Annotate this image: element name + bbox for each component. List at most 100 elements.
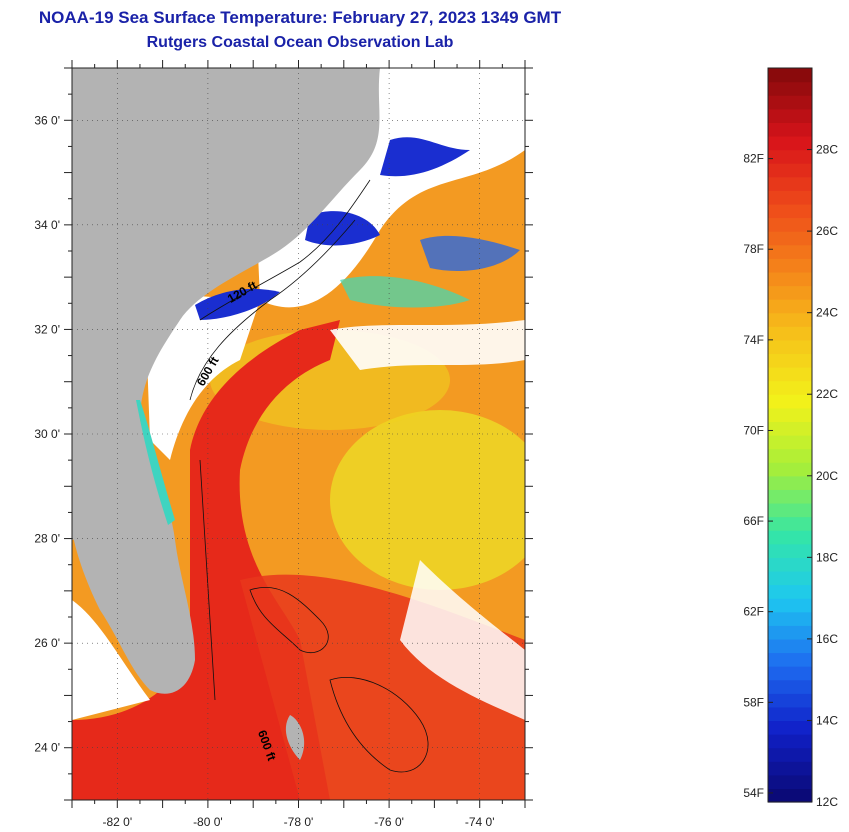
colorbar-step bbox=[768, 244, 812, 259]
colorbar-step bbox=[768, 135, 812, 151]
colorbar-step bbox=[768, 380, 812, 395]
fahrenheit-label: 58F bbox=[743, 695, 764, 709]
celsius-label: 22C bbox=[816, 387, 838, 401]
colorbar-step bbox=[768, 747, 812, 762]
cool-water-5 bbox=[340, 276, 470, 308]
lat-label: 28 0' bbox=[34, 532, 60, 546]
celsius-label: 26C bbox=[816, 224, 838, 238]
fahrenheit-label: 62F bbox=[743, 605, 764, 619]
contour-bahamas bbox=[249, 586, 329, 653]
lat-label: 32 0' bbox=[34, 322, 60, 336]
latitude-labels: 36 0' 34 0' 32 0' 30 0' 28 0' 26 0' 24 0' bbox=[34, 113, 60, 754]
fahrenheit-label: 54F bbox=[743, 786, 764, 800]
colorbar-step bbox=[768, 312, 812, 327]
colorbar-step bbox=[768, 163, 812, 178]
contour-600ft bbox=[189, 219, 356, 401]
colorbar-step bbox=[768, 774, 812, 790]
colorbar-step bbox=[768, 652, 812, 667]
coastal-cool-strip bbox=[136, 400, 175, 525]
map-title: NOAA-19 Sea Surface Temperature: Februar… bbox=[38, 8, 562, 27]
lat-label: 34 0' bbox=[34, 218, 60, 232]
colorbar-step bbox=[768, 679, 812, 694]
colorbar-step bbox=[768, 95, 812, 110]
celsius-label: 24C bbox=[816, 306, 838, 320]
colorbar-step bbox=[768, 638, 812, 654]
contour-florida bbox=[199, 459, 216, 701]
cold-water-2 bbox=[305, 211, 380, 246]
colorbar-step bbox=[768, 190, 812, 205]
colorbar-step bbox=[768, 122, 812, 137]
yellow-water-patch bbox=[330, 410, 525, 590]
colorbar-step bbox=[768, 299, 812, 314]
colorbar-step bbox=[768, 407, 812, 423]
colorbar-step bbox=[768, 421, 812, 436]
colorbar-step bbox=[768, 584, 812, 599]
fahrenheit-label: 66F bbox=[743, 514, 764, 528]
colorbar-step bbox=[768, 706, 812, 722]
colorbar-step bbox=[768, 326, 812, 341]
colorbar-step bbox=[768, 176, 812, 191]
colorbar-step bbox=[768, 516, 812, 531]
colorbar-step bbox=[768, 108, 812, 123]
colorbar-step bbox=[768, 285, 812, 300]
colorbar-step bbox=[768, 502, 812, 518]
colorbar-step bbox=[768, 693, 812, 708]
colorbar-step bbox=[768, 611, 812, 626]
celsius-labels: 28C 26C 24C 22C 20C 18C 16C 14C 12C bbox=[807, 143, 838, 809]
colorbar-step bbox=[768, 666, 812, 681]
map-ticks bbox=[64, 60, 533, 808]
colorbar-step bbox=[768, 530, 812, 545]
colorbar-step bbox=[768, 734, 812, 749]
contour-120ft bbox=[199, 179, 371, 321]
colorbar-step bbox=[768, 149, 812, 164]
land-island bbox=[285, 715, 305, 760]
colorbar-step bbox=[768, 353, 812, 368]
colorbar-step bbox=[768, 543, 812, 558]
cold-water-3 bbox=[195, 288, 280, 320]
colorbar: 28C 26C 24C 22C 20C 18C 16C 14C 12C 82F 78F 74F 70F… bbox=[743, 67, 838, 809]
colorbar-step bbox=[768, 258, 812, 273]
lon-label: -82 0' bbox=[102, 815, 132, 829]
land-west bbox=[72, 498, 95, 540]
lat-label: 24 0' bbox=[34, 741, 60, 755]
celsius-label: 16C bbox=[816, 632, 838, 646]
colorbar-ramp bbox=[768, 68, 812, 803]
cloud-band bbox=[330, 320, 525, 370]
celsius-label: 28C bbox=[816, 143, 838, 157]
colorbar-step bbox=[768, 788, 812, 803]
fahrenheit-labels: 82F 78F 74F 70F 66F 62F 58F 54F bbox=[743, 152, 773, 800]
colorbar-step bbox=[768, 367, 812, 382]
colorbar-step bbox=[768, 271, 812, 287]
cloud-keys bbox=[72, 600, 150, 720]
colorbar-step bbox=[768, 68, 812, 83]
fahrenheit-label: 82F bbox=[743, 152, 764, 166]
longitude-labels: -82 0' -80 0' -78 0' -76 0' -74 0' bbox=[102, 815, 494, 829]
colorbar-step bbox=[768, 339, 812, 355]
cloud-coast bbox=[145, 295, 260, 460]
fahrenheit-label: 74F bbox=[743, 333, 764, 347]
lon-label: -74 0' bbox=[465, 815, 495, 829]
cold-water-1 bbox=[380, 137, 470, 177]
lat-label: 26 0' bbox=[34, 636, 60, 650]
map-subtitle: Rutgers Coastal Ocean Observation Lab bbox=[146, 34, 454, 51]
fahrenheit-label: 70F bbox=[743, 423, 764, 437]
colorbar-step bbox=[768, 720, 812, 735]
lon-label: -76 0' bbox=[374, 815, 404, 829]
colorbar-step bbox=[768, 475, 812, 490]
colorbar-step bbox=[768, 625, 812, 640]
colorbar-step bbox=[768, 462, 812, 477]
contour-bahamas-2 bbox=[329, 677, 429, 773]
colorbar-step bbox=[768, 570, 812, 586]
lon-label: -80 0' bbox=[193, 815, 223, 829]
celsius-label: 14C bbox=[816, 713, 838, 727]
celsius-label: 20C bbox=[816, 469, 838, 483]
colorbar-step bbox=[768, 448, 812, 463]
colorbar-step bbox=[768, 203, 812, 219]
celsius-label: 12C bbox=[816, 795, 838, 809]
map-grid bbox=[72, 68, 525, 800]
colorbar-step bbox=[768, 557, 812, 572]
fahrenheit-label: 78F bbox=[743, 242, 764, 256]
colorbar-step bbox=[768, 435, 812, 450]
